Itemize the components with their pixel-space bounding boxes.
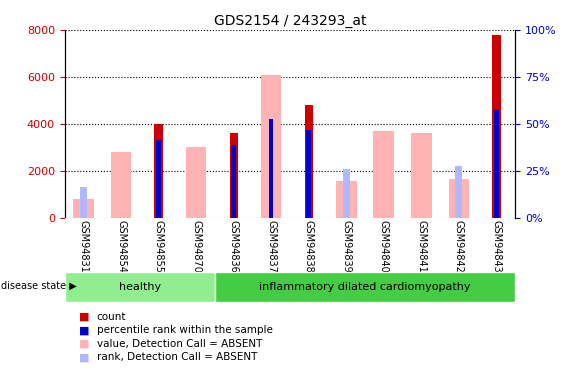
- Text: GSM94854: GSM94854: [116, 220, 126, 273]
- Bar: [492, 35, 501, 218]
- Text: percentile rank within the sample: percentile rank within the sample: [97, 326, 272, 335]
- Bar: [494, 110, 499, 218]
- Text: inflammatory dilated cardiomyopathy: inflammatory dilated cardiomyopathy: [260, 282, 471, 292]
- Text: value, Detection Call = ABSENT: value, Detection Call = ABSENT: [97, 339, 262, 349]
- Bar: [186, 147, 207, 218]
- Bar: [306, 130, 311, 218]
- Bar: [343, 170, 350, 217]
- Bar: [73, 199, 94, 217]
- Bar: [411, 133, 432, 218]
- Text: GSM94836: GSM94836: [229, 220, 239, 273]
- Text: GSM94840: GSM94840: [379, 220, 389, 273]
- Text: ■: ■: [79, 312, 90, 322]
- Text: ■: ■: [79, 352, 90, 362]
- Text: ■: ■: [79, 326, 90, 335]
- Text: GSM94855: GSM94855: [154, 220, 164, 273]
- Text: GSM94843: GSM94843: [491, 220, 502, 273]
- Text: healthy: healthy: [119, 282, 161, 292]
- Bar: [455, 166, 462, 218]
- Text: count: count: [97, 312, 126, 322]
- Text: GSM94837: GSM94837: [266, 220, 276, 273]
- Bar: [230, 133, 238, 218]
- Text: rank, Detection Call = ABSENT: rank, Detection Call = ABSENT: [97, 352, 257, 362]
- Bar: [449, 179, 469, 218]
- Bar: [154, 124, 163, 218]
- Text: GSM94842: GSM94842: [454, 220, 464, 273]
- Bar: [231, 145, 236, 218]
- Text: ■: ■: [79, 339, 90, 349]
- Text: GSM94831: GSM94831: [78, 220, 88, 273]
- Bar: [305, 105, 313, 218]
- Bar: [336, 181, 356, 218]
- Bar: [157, 140, 161, 218]
- Text: disease state ▶: disease state ▶: [1, 281, 77, 291]
- Bar: [269, 119, 274, 218]
- Text: GSM94870: GSM94870: [191, 220, 201, 273]
- FancyBboxPatch shape: [65, 272, 215, 302]
- Text: GSM94839: GSM94839: [341, 220, 351, 273]
- Bar: [373, 131, 394, 218]
- Bar: [80, 187, 87, 218]
- Text: GSM94838: GSM94838: [303, 220, 314, 273]
- FancyBboxPatch shape: [215, 272, 515, 302]
- Text: GSM94841: GSM94841: [416, 220, 426, 273]
- Bar: [261, 75, 282, 217]
- Bar: [111, 152, 131, 217]
- Title: GDS2154 / 243293_at: GDS2154 / 243293_at: [214, 13, 366, 28]
